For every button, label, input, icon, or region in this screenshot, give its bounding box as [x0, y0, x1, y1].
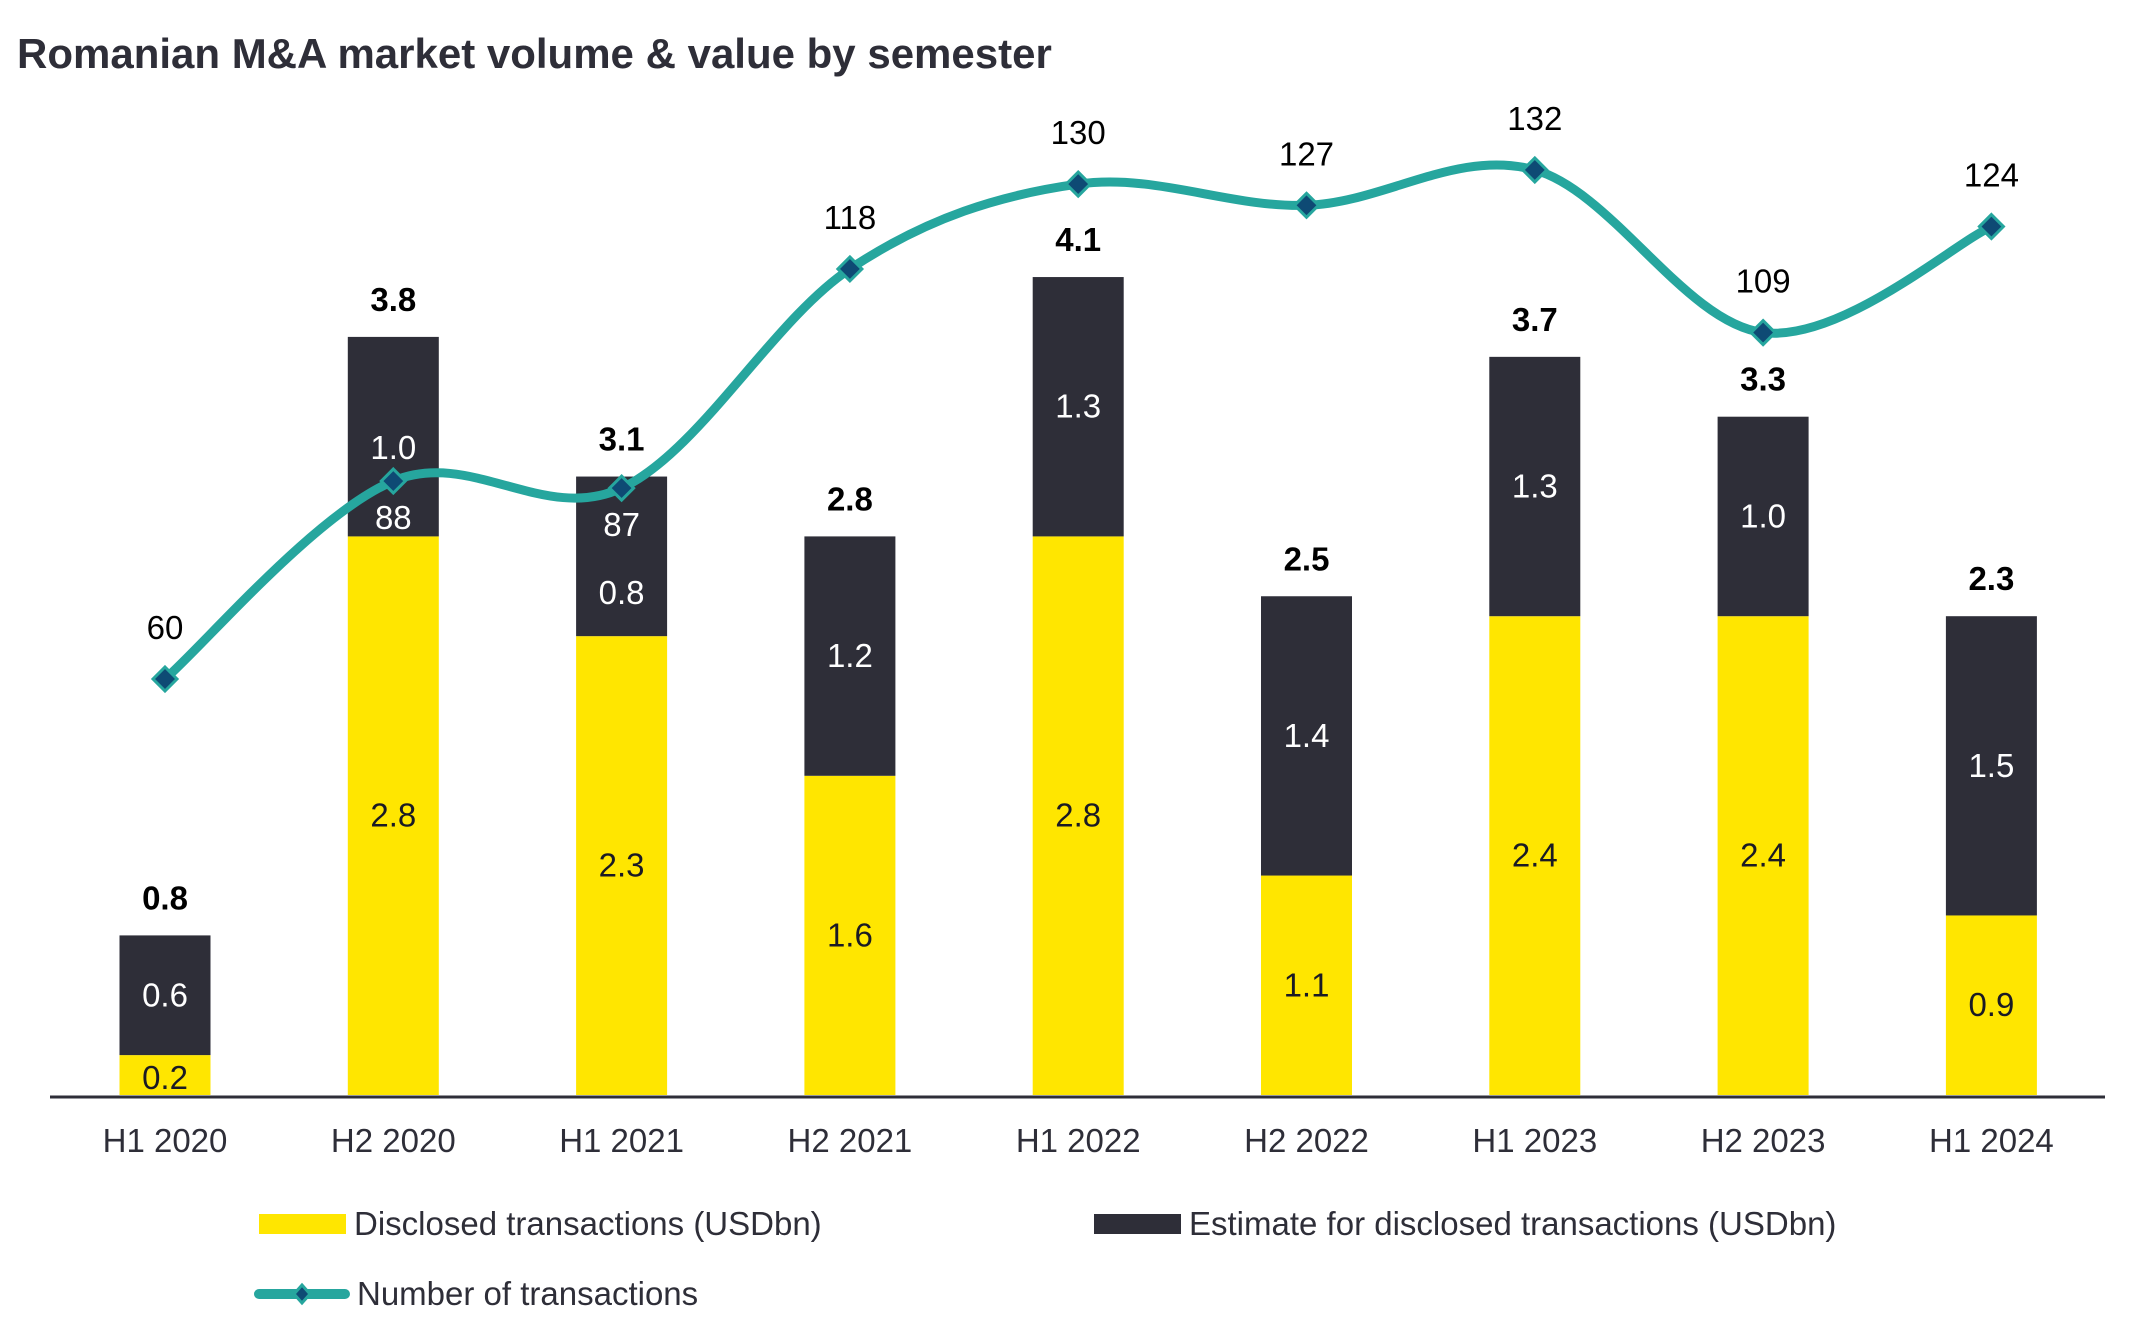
data-label-count: 109 — [1736, 263, 1791, 300]
data-label-estimate: 1.0 — [370, 429, 416, 466]
line-marker — [150, 664, 180, 694]
bar-disclosed — [1261, 875, 1352, 1095]
legend-swatch-estimate — [1094, 1214, 1181, 1234]
line-marker — [1748, 318, 1778, 347]
data-label-count: 88 — [375, 499, 412, 536]
data-label-disclosed: 2.8 — [1055, 797, 1101, 834]
data-label-estimate: 1.3 — [1055, 388, 1101, 425]
x-tick-label: H1 2020 — [103, 1122, 228, 1159]
legend-item-count: Number of transactions — [253, 1275, 698, 1313]
bar-estimate — [804, 536, 896, 776]
data-label-count: 118 — [824, 199, 877, 236]
legend-swatch-disclosed — [259, 1214, 346, 1234]
bar-disclosed — [1717, 616, 1809, 1095]
data-label-count: 127 — [1279, 135, 1334, 172]
legend-label-estimate: Estimate for disclosed transactions (USD… — [1189, 1205, 1837, 1242]
data-label-disclosed: 0.9 — [1968, 986, 2014, 1023]
x-tick-label: H1 2021 — [559, 1122, 684, 1159]
data-label-estimate: 1.4 — [1284, 717, 1330, 754]
bar-disclosed — [119, 1055, 211, 1095]
legend-item-estimate: Estimate for disclosed transactions (USD… — [1094, 1205, 1836, 1243]
line-marker — [379, 466, 408, 496]
data-label-disclosed: 2.4 — [1512, 837, 1558, 874]
data-label-count: 87 — [603, 506, 640, 543]
legend-item-disclosed: Disclosed transactions (USDbn) — [259, 1205, 822, 1243]
line-marker — [1977, 212, 2006, 241]
data-label-total: 3.7 — [1512, 301, 1558, 338]
data-label-estimate: 1.0 — [1740, 497, 1786, 534]
data-label-estimate: 1.2 — [827, 637, 873, 674]
x-tick-label: H2 2020 — [331, 1122, 456, 1159]
x-tick-label: H1 2023 — [1472, 1122, 1597, 1159]
data-label-disclosed: 1.1 — [1284, 966, 1330, 1003]
x-tick-label: H2 2022 — [1244, 1122, 1369, 1159]
line-marker — [607, 473, 636, 503]
data-label-disclosed: 2.4 — [1740, 837, 1786, 874]
data-label-count: 124 — [1964, 157, 2019, 194]
x-tick-label: H2 2021 — [788, 1122, 913, 1159]
data-label-count: 130 — [1051, 114, 1106, 151]
data-label-disclosed: 0.2 — [142, 1059, 188, 1096]
data-label-total: 2.8 — [827, 480, 873, 517]
x-tick-label: H1 2022 — [1016, 1122, 1141, 1159]
data-label-total: 4.1 — [1055, 221, 1101, 258]
bar-estimate — [576, 476, 668, 637]
data-label-total: 3.3 — [1740, 361, 1786, 398]
data-label-total: 2.5 — [1284, 540, 1330, 577]
data-label-disclosed: 1.6 — [827, 916, 873, 953]
data-label-total: 3.1 — [599, 421, 645, 458]
data-label-count: 132 — [1507, 100, 1562, 137]
data-label-total: 2.3 — [1968, 560, 2014, 597]
bar-estimate — [1717, 416, 1809, 617]
line-marker — [1292, 191, 1321, 220]
bar-estimate — [1489, 356, 1581, 617]
data-label-total: 0.8 — [142, 879, 188, 916]
bar-estimate — [1945, 616, 2037, 916]
bar-disclosed — [347, 536, 439, 1095]
bar-estimate — [347, 336, 439, 537]
bar-disclosed — [804, 775, 896, 1095]
chart-title: Romanian M&A market volume & value by se… — [17, 30, 1052, 77]
line-marker — [835, 254, 865, 284]
data-label-disclosed: 2.8 — [370, 797, 416, 834]
data-label-total: 3.8 — [370, 281, 416, 318]
data-label-estimate: 1.3 — [1512, 468, 1558, 505]
bar-estimate — [1032, 277, 1124, 537]
legend-label-count: Number of transactions — [357, 1275, 699, 1312]
bar-disclosed — [1489, 616, 1581, 1095]
bar-estimate — [119, 935, 211, 1056]
line-marker — [1520, 155, 1549, 185]
bar-disclosed — [576, 636, 668, 1095]
data-label-estimate: 1.5 — [1968, 747, 2014, 784]
bar-estimate — [1261, 596, 1352, 876]
data-label-disclosed: 2.3 — [599, 847, 645, 884]
legend-line-marker-icon — [254, 1282, 350, 1306]
data-label-estimate: 0.8 — [599, 574, 645, 611]
data-label-estimate: 0.6 — [142, 976, 188, 1013]
legend-label-disclosed: Disclosed transactions (USDbn) — [354, 1205, 822, 1242]
x-tick-label: H2 2023 — [1701, 1122, 1826, 1159]
bar-disclosed — [1945, 915, 2037, 1095]
line-marker — [1064, 169, 1093, 199]
x-tick-label: H1 2024 — [1929, 1122, 2054, 1159]
bar-disclosed — [1032, 536, 1124, 1095]
data-label-count: 60 — [147, 609, 184, 646]
